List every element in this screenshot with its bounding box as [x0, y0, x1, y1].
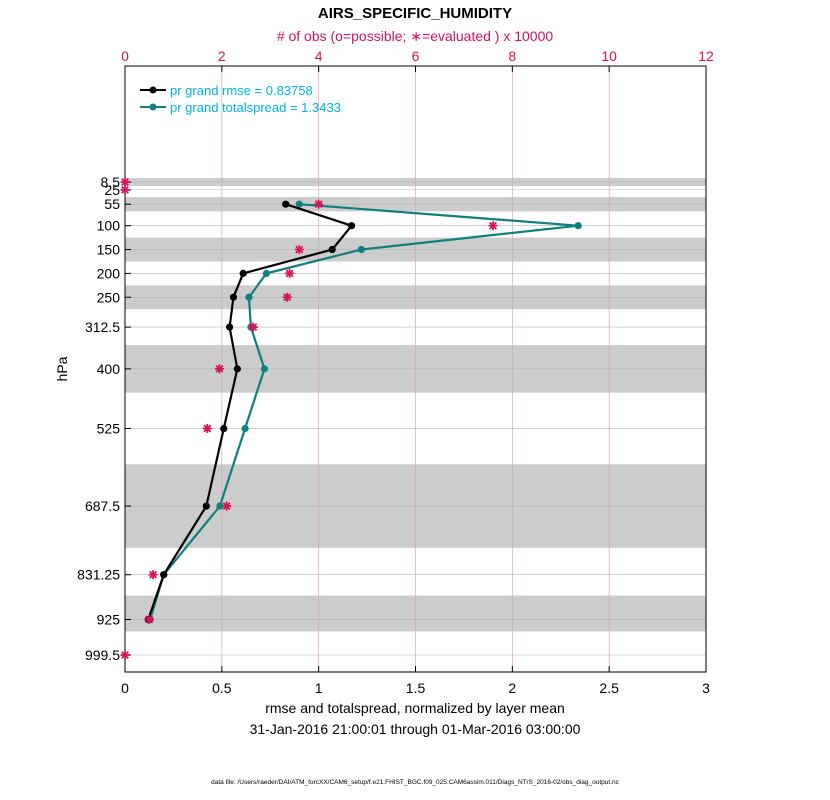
- series-0-point-1: [347, 222, 356, 230]
- series-1-point-1: [574, 222, 582, 230]
- x-tick-label-0: 0: [121, 680, 129, 696]
- y-tick-label-8: 400: [97, 361, 121, 377]
- obs-evaluated-marker-8: [214, 364, 224, 374]
- x-tick-label-3: 1.5: [406, 680, 426, 696]
- obs-evaluated-marker-9: [202, 424, 212, 434]
- obs-marker-stroke-3-3: [489, 221, 497, 230]
- obs-evaluated-marker-7: [248, 322, 258, 332]
- x-tick-label-2: 1: [315, 680, 323, 696]
- series-0-point-6: [233, 365, 241, 373]
- obs-evaluated-marker-1: [120, 185, 130, 195]
- y-tick-label-11: 831.25: [77, 567, 120, 583]
- grid-lines: [125, 66, 707, 672]
- series-line-1: [149, 203, 579, 620]
- legend-rmse-label: pr grand rmse = 0.83758: [170, 83, 313, 98]
- series-1-point-7: [241, 424, 249, 433]
- y-tick-label-6: 250: [97, 289, 121, 305]
- series-1-point-6: [260, 365, 269, 373]
- obs-marker-stroke-9-3: [203, 424, 212, 433]
- x-tick-label-6: 3: [702, 680, 710, 696]
- series-0-point-3: [239, 269, 247, 278]
- obs-evaluated-marker-11: [148, 570, 158, 580]
- y-tick-label-2: 55: [104, 196, 120, 212]
- series-layer: [144, 200, 582, 624]
- series-0-point-9: [160, 571, 168, 579]
- top-tick-label-3: 6: [412, 48, 420, 64]
- legend-spread-label: pr grand totalspread = 1.3433: [170, 100, 341, 115]
- x-axis-label: rmse and totalspread, normalized by laye…: [265, 700, 565, 716]
- chart-title: AIRS_SPECIFIC_HUMIDITY: [318, 5, 512, 22]
- chart-subtitle: 31-Jan-2016 21:00:01 through 01-Mar-2016…: [250, 721, 581, 737]
- legend-spread-marker: [149, 103, 157, 111]
- obs-marker-stroke-7-3: [249, 323, 258, 332]
- obs-marker-stroke-11-3: [149, 570, 158, 579]
- obs-marker-stroke-12-3: [145, 615, 154, 624]
- y-tick-label-13: 999.5: [85, 647, 120, 663]
- obs-marker-stroke-5-3: [285, 269, 294, 278]
- series-1-point-2: [357, 245, 365, 254]
- y-tick-label-7: 312.5: [85, 319, 120, 335]
- y-tick-label-0: 8.5: [101, 174, 121, 190]
- y-tick-label-9: 525: [97, 421, 121, 437]
- y-axis-label: hPa: [54, 356, 70, 381]
- series-1-point-4: [245, 293, 253, 301]
- top-tick-label-5: 10: [601, 48, 617, 64]
- obs-marker-stroke-6-3: [283, 293, 292, 302]
- obs-marker-stroke-2-3: [314, 200, 323, 209]
- obs-marker-stroke-13-3: [121, 651, 129, 659]
- obs-marker-stroke-0-3: [121, 178, 129, 186]
- top-tick-label-2: 4: [315, 48, 323, 64]
- obs-marker-stroke-8-3: [215, 364, 224, 373]
- top-tick-label-6: 12: [698, 48, 714, 64]
- series-1-point-3: [262, 269, 270, 278]
- series-0-point-7: [220, 424, 228, 433]
- top-tick-label-4: 8: [508, 48, 516, 64]
- y-tick-label-3: 100: [97, 218, 121, 234]
- y-tick-label-12: 925: [97, 611, 121, 627]
- series-1-point-8: [216, 502, 224, 510]
- series-0-point-0: [282, 200, 290, 208]
- legend: pr grand rmse = 0.83758 pr grand totalsp…: [140, 83, 341, 115]
- obs-evaluated-marker-10: [222, 501, 232, 511]
- obs-marker-stroke-10-3: [222, 502, 231, 511]
- x-tick-label-1: 0.5: [212, 680, 232, 696]
- data-file-footnote: data file: /Users/raeder/DAI/ATM_forcXX/…: [211, 779, 620, 786]
- obs-evaluated-marker-0: [120, 177, 130, 187]
- series-0-point-4: [229, 293, 238, 301]
- obs-marker-stroke-4-3: [295, 245, 304, 254]
- y-tick-label-1: 25: [104, 182, 120, 198]
- series-1-point-0: [295, 200, 303, 208]
- obs-marker-stroke-1-3: [121, 185, 129, 194]
- series-0-point-5: [225, 323, 234, 331]
- obs-evaluated-marker-6: [282, 292, 292, 302]
- obs-evaluated-marker-12: [144, 614, 154, 624]
- obs-evaluated-marker-5: [285, 268, 295, 278]
- top-axis-label: # of obs (o=possible; ∗=evaluated ) x 10…: [277, 28, 554, 44]
- obs-evaluated-marker-4: [294, 245, 304, 255]
- obs-evaluated-marker-3: [488, 221, 498, 231]
- y-tick-label-5: 200: [97, 265, 121, 281]
- legend-rmse-marker: [149, 86, 157, 94]
- series-0-point-2: [328, 245, 336, 254]
- obs-evaluated-marker-13: [120, 650, 130, 660]
- y-tick-label-4: 150: [97, 242, 121, 258]
- obs-markers: [120, 177, 498, 660]
- top-tick-label-1: 2: [218, 48, 226, 64]
- series-0-point-8: [202, 502, 210, 510]
- x-tick-label-5: 2.5: [599, 680, 619, 696]
- y-tick-label-10: 687.5: [85, 498, 120, 514]
- obs-evaluated-marker-2: [314, 199, 324, 209]
- x-tick-label-4: 2: [508, 680, 516, 696]
- top-tick-label-0: 0: [121, 48, 129, 64]
